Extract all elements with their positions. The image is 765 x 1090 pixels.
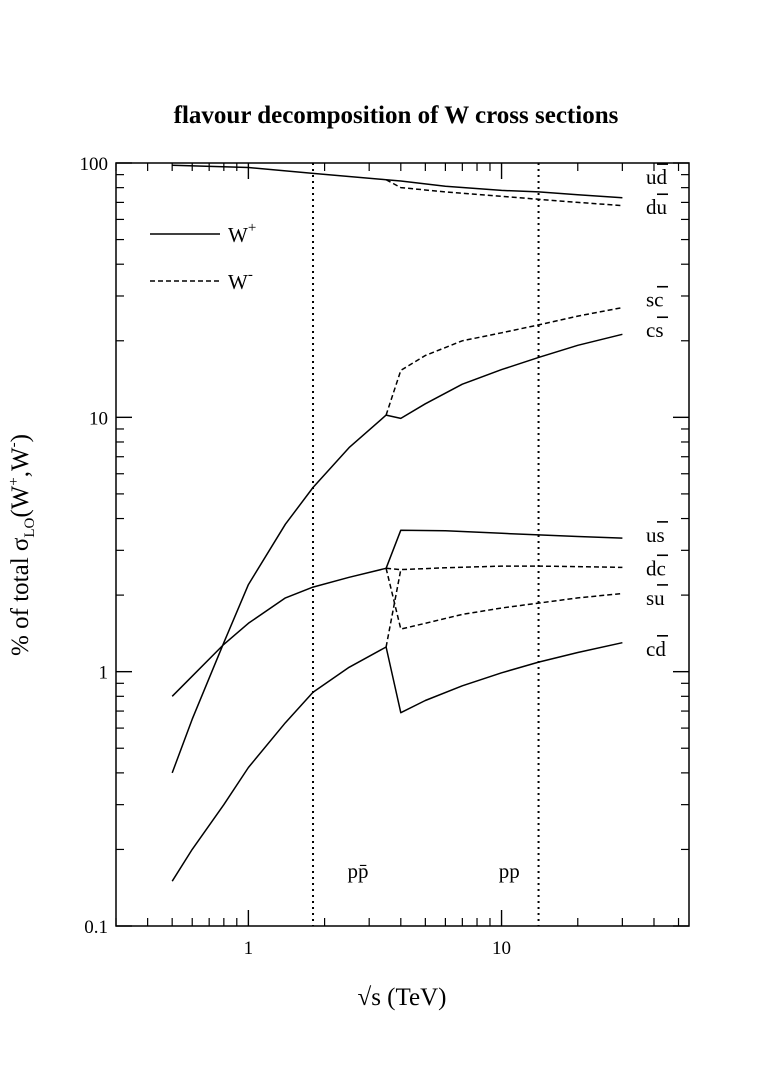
legend-label: W- bbox=[228, 267, 253, 294]
legend-label: W+ bbox=[228, 220, 256, 247]
marker-label: pp bbox=[499, 859, 520, 883]
curve-label-cs: cs bbox=[646, 318, 664, 342]
x-tick-label: 10 bbox=[492, 938, 511, 959]
x-axis-label: √s (TeV) bbox=[357, 984, 446, 1011]
series-dc-wminus bbox=[386, 565, 623, 571]
series-cd-wplus bbox=[171, 641, 623, 882]
series-curves bbox=[171, 164, 623, 882]
series-low-wminus bbox=[385, 569, 402, 648]
y-tick-label: 100 bbox=[80, 154, 109, 175]
series-sc-wminus bbox=[385, 306, 623, 416]
chart-title: flavour decomposition of W cross section… bbox=[174, 102, 619, 129]
y-tick-label: 1 bbox=[99, 663, 109, 684]
curve-label-su: su bbox=[646, 586, 665, 610]
curve-label-ud: ud bbox=[646, 165, 668, 189]
marker-label: pp̄ bbox=[348, 859, 369, 883]
y-tick-label: 0.1 bbox=[84, 917, 108, 938]
curve-label-sc: sc bbox=[646, 288, 664, 312]
series-ud-wplus bbox=[172, 164, 623, 199]
y-tick-label: 10 bbox=[89, 408, 108, 429]
axis-ticks: 1 10 0.1 1 10 100 bbox=[80, 154, 689, 959]
legend: W+ W- bbox=[150, 220, 256, 294]
series-cs-wplus bbox=[171, 333, 623, 774]
curve-label-dc: dc bbox=[646, 556, 666, 580]
series-su-wminus bbox=[385, 568, 623, 630]
series-du-wminus bbox=[385, 179, 623, 207]
plot-frame bbox=[115, 162, 690, 927]
curve-label-du: du bbox=[646, 195, 668, 219]
series-us-wplus bbox=[385, 529, 623, 569]
y-axis-label-text: % of total σLO(W+,W-) bbox=[6, 434, 38, 656]
x-tick-label: 1 bbox=[244, 938, 254, 959]
vertical-markers: pp̄ pp bbox=[312, 163, 540, 926]
curve-label-cd: cd bbox=[646, 637, 666, 661]
curve-label-us: us bbox=[646, 523, 665, 547]
curve-labels: ud du sc cs us dc su cd bbox=[646, 163, 668, 661]
series-low-wplus bbox=[171, 567, 387, 697]
y-axis-label: % of total σLO(W+,W-) bbox=[6, 434, 38, 656]
